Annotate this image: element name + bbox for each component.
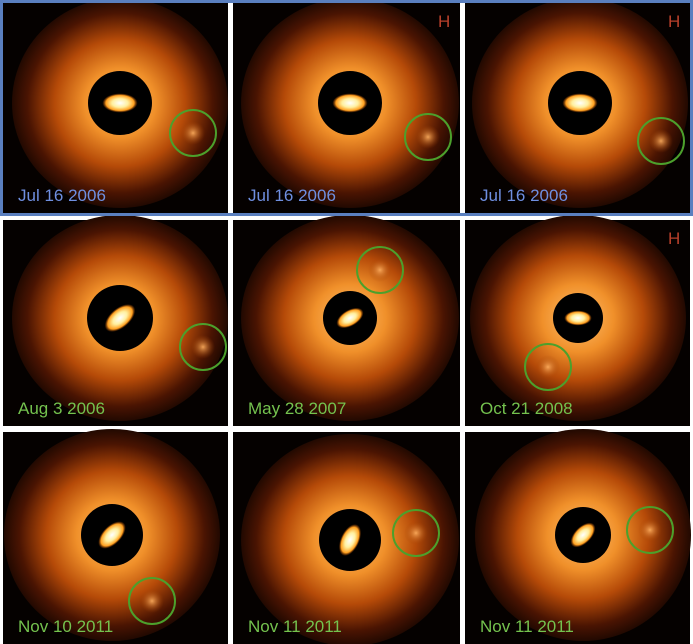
companion-marker (524, 343, 572, 391)
star-core (562, 93, 598, 113)
image-panel: Jul 16 2006 (3, 0, 228, 213)
date-label: Nov 11 2011 (480, 617, 574, 636)
companion-glow (181, 121, 205, 145)
image-panel: Oct 21 2008 H (465, 215, 690, 426)
companion-marker (128, 577, 176, 625)
band-label: H (438, 12, 450, 31)
date-label: May 28 2007 (248, 399, 346, 418)
highlight-frame (0, 0, 693, 216)
image-panel: May 28 2007 (233, 215, 460, 426)
date-label: Nov 11 2011 (248, 617, 342, 636)
panels: Jul 16 2006 Jul 16 2006 H Jul 16 2006 H Aug 3… (3, 0, 691, 644)
date-label: Jul 16 2006 (480, 186, 568, 205)
band-label: H (668, 12, 680, 31)
date-label: Jul 16 2006 (18, 186, 106, 205)
band-label: H (668, 229, 680, 248)
companion-glow (140, 589, 164, 613)
date-label: Aug 3 2006 (18, 399, 105, 418)
star-core (336, 307, 364, 329)
companion-glow (638, 518, 662, 542)
star-core (98, 521, 126, 549)
companion-marker (637, 117, 685, 165)
star-core (564, 310, 592, 326)
date-label: Nov 10 2011 (18, 617, 113, 636)
companion-glow (404, 521, 428, 545)
companion-marker (169, 109, 217, 157)
date-label: Oct 21 2008 (480, 399, 573, 418)
companion-marker (626, 506, 674, 554)
star-core (102, 93, 138, 113)
image-panel: Jul 16 2006 H (465, 0, 690, 213)
star-core (332, 93, 368, 113)
image-panel: Jul 16 2006 H (233, 0, 460, 213)
companion-glow (416, 125, 440, 149)
companion-marker (179, 323, 227, 371)
companion-glow (536, 355, 560, 379)
date-label: Jul 16 2006 (248, 186, 336, 205)
companion-glow (368, 258, 392, 282)
companion-glow (649, 129, 673, 153)
image-panel: Nov 11 2011 (465, 429, 691, 644)
image-panel: Aug 3 2006 (3, 215, 228, 426)
star-core (570, 522, 596, 548)
companion-marker (392, 509, 440, 557)
image-panel: Nov 11 2011 (233, 432, 460, 644)
star-core (338, 524, 362, 556)
image-panel: Nov 10 2011 (3, 429, 228, 644)
companion-marker (404, 113, 452, 161)
star-core (104, 304, 136, 332)
companion-marker (356, 246, 404, 294)
companion-glow (191, 335, 215, 359)
